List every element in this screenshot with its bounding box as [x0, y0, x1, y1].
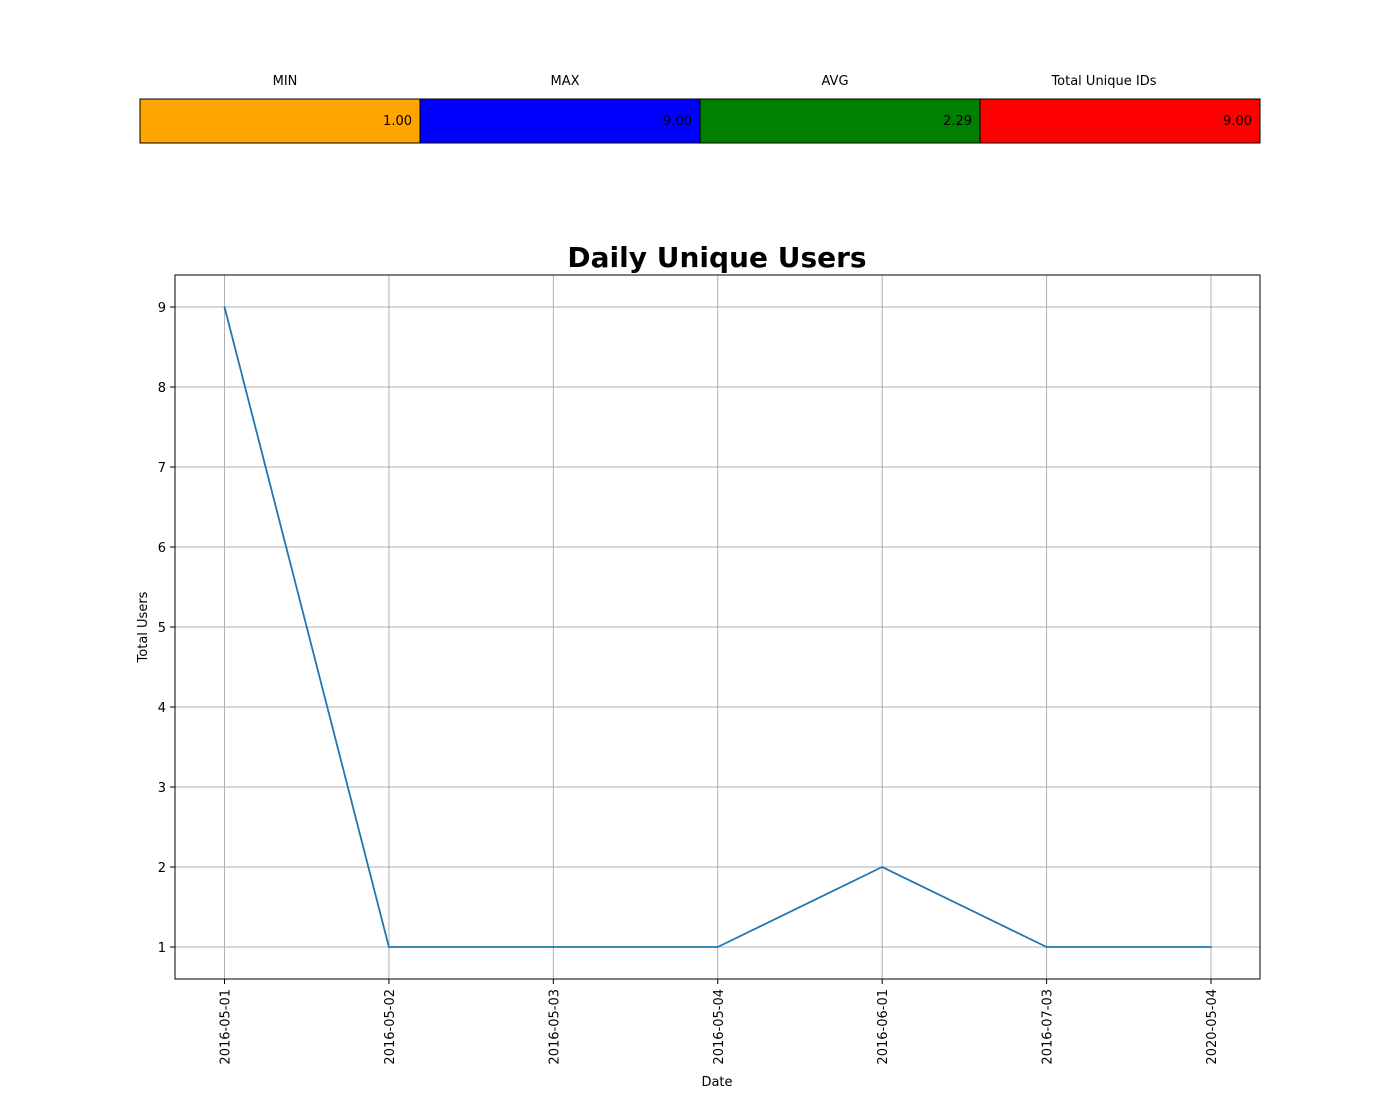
y-tick-label: 7 [158, 461, 166, 476]
summary-header-max: MAX [550, 74, 579, 89]
data-point [881, 866, 884, 868]
line-chart: 2016-05-01 2016-05-02 2016-05-03 2016-05-04… [158, 274, 1261, 1065]
y-tick-label: 6 [158, 541, 166, 556]
summary-cell-max [419, 98, 701, 144]
summary-header-total-unique-ids: Total Unique IDs [1050, 74, 1156, 89]
data-point [1045, 946, 1048, 948]
x-tick-label: 2016-05-02 [383, 989, 398, 1065]
x-tick-label: 2020-05-04 [1205, 989, 1220, 1065]
summary-cell-total-unique-ids [979, 98, 1261, 144]
summary-value-avg: 2.29 [943, 114, 972, 129]
plot-frame [174, 274, 1261, 980]
x-tick-label: 2016-05-01 [219, 989, 234, 1065]
x-tick-label: 2016-06-01 [876, 989, 891, 1065]
x-tick-label: 2016-05-04 [712, 989, 727, 1065]
y-tick-label: 2 [158, 861, 166, 876]
chart-title: Daily Unique Users [567, 241, 866, 274]
y-tick-label: 3 [158, 781, 166, 796]
y-tick-label: 5 [158, 621, 166, 636]
y-tick-label: 9 [158, 301, 166, 316]
x-tick-label: 2016-05-03 [547, 989, 562, 1065]
x-axis-label: Date [701, 1075, 732, 1090]
summary-cell-avg [699, 98, 981, 144]
data-point [1210, 946, 1212, 948]
summary-value-min: 1.00 [383, 114, 412, 129]
data-point [223, 306, 226, 308]
data-point [388, 946, 390, 948]
y-tick-label: 4 [158, 701, 166, 716]
data-point [716, 946, 719, 948]
summary-header-min: MIN [273, 74, 298, 89]
summary-header-avg: AVG [821, 74, 848, 89]
y-tick-label: 1 [158, 941, 166, 956]
data-point [552, 946, 555, 948]
y-tick-label: 8 [158, 381, 166, 396]
y-axis-label: Total Users [136, 591, 151, 663]
summary-cell-min [139, 98, 421, 144]
x-tick-label: 2016-07-03 [1041, 989, 1056, 1065]
summary-table: MIN 1.00 MAX 9.00 AVG 2.29 Total Unique IDs 9.0… [139, 74, 1261, 144]
summary-value-max: 9.00 [663, 114, 692, 129]
summary-value-total-unique-ids: 9.00 [1223, 114, 1252, 129]
